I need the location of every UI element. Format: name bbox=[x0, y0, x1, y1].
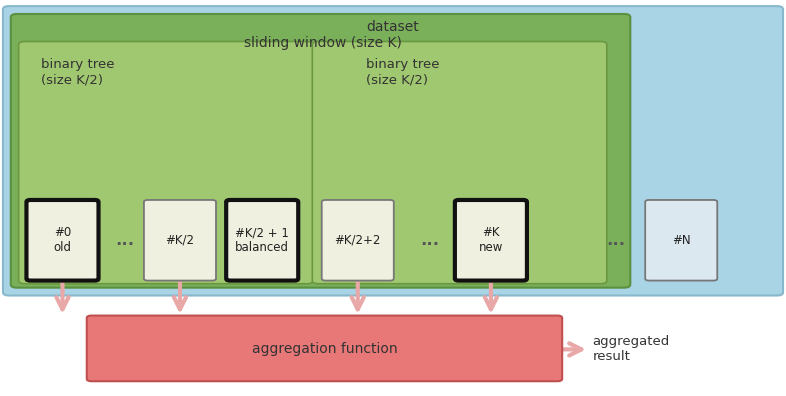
FancyBboxPatch shape bbox=[27, 200, 98, 281]
Text: binary tree
(size K/2): binary tree (size K/2) bbox=[365, 58, 439, 86]
Text: aggregation function: aggregation function bbox=[252, 343, 397, 356]
Text: #N: #N bbox=[672, 234, 691, 247]
FancyBboxPatch shape bbox=[144, 200, 216, 281]
FancyBboxPatch shape bbox=[11, 14, 630, 287]
FancyBboxPatch shape bbox=[645, 200, 718, 281]
Text: #K
new: #K new bbox=[479, 226, 503, 254]
Text: ...: ... bbox=[116, 231, 134, 249]
Text: ...: ... bbox=[421, 231, 439, 249]
Text: #K/2: #K/2 bbox=[166, 234, 194, 247]
Text: #K/2 + 1
balanced: #K/2 + 1 balanced bbox=[235, 226, 289, 254]
Text: binary tree
(size K/2): binary tree (size K/2) bbox=[41, 58, 114, 86]
FancyBboxPatch shape bbox=[226, 200, 298, 281]
Text: #0
old: #0 old bbox=[53, 226, 72, 254]
FancyBboxPatch shape bbox=[321, 200, 394, 281]
Text: #K/2+2: #K/2+2 bbox=[335, 234, 381, 247]
FancyBboxPatch shape bbox=[19, 42, 313, 284]
Text: ...: ... bbox=[607, 231, 626, 249]
FancyBboxPatch shape bbox=[3, 6, 783, 295]
Text: aggregated
result: aggregated result bbox=[593, 335, 670, 364]
Text: dataset: dataset bbox=[366, 20, 420, 34]
Text: sliding window (size K): sliding window (size K) bbox=[244, 36, 402, 50]
FancyBboxPatch shape bbox=[312, 42, 607, 284]
FancyBboxPatch shape bbox=[455, 200, 527, 281]
FancyBboxPatch shape bbox=[86, 316, 562, 381]
